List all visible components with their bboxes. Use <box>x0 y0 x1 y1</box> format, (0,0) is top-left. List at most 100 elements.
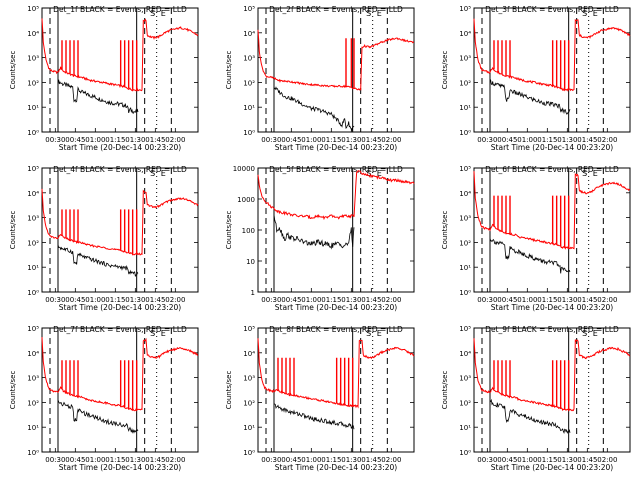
y-tick-label: 10⁴ <box>27 190 39 198</box>
y-tick-label: 10⁰ <box>459 289 471 297</box>
x-tick-label: 02:00 <box>165 456 185 464</box>
y-tick-label: 10⁵ <box>459 5 471 13</box>
x-axis-label: Start Time (20-Dec-14 00:23:20) <box>491 303 613 312</box>
x-tick-label: 00:30 <box>477 296 497 304</box>
x-axis-label: Start Time (20-Dec-14 00:23:20) <box>275 463 397 472</box>
x-tick-label: 01:00 <box>85 136 105 144</box>
plot-frame <box>257 7 415 133</box>
y-axis-label: Counts/sec <box>441 211 449 250</box>
x-tick-label: 01:00 <box>85 296 105 304</box>
x-axis-label: Start Time (20-Dec-14 00:23:20) <box>59 463 181 472</box>
x-tick-label: 01:30 <box>341 296 361 304</box>
x-tick-label: 00:45 <box>497 136 517 144</box>
panel-8: Det_8f BLACK = Events, RED = LLD 10⁰ 10¹ 10… <box>225 325 415 472</box>
x-tick-label: 00:45 <box>281 456 301 464</box>
x-tick-label: 01:30 <box>557 136 577 144</box>
x-tick-label: 01:45 <box>145 136 165 144</box>
panel-5: Det_5f BLACK = Events, RED = LLD 1 10 100 10… <box>225 165 415 312</box>
marker-label: E <box>161 169 166 178</box>
marker-label: E <box>593 329 598 338</box>
y-tick-label: 10¹ <box>243 104 255 112</box>
marker-label: S <box>366 9 371 18</box>
x-tick-label: 01:15 <box>105 296 125 304</box>
marker-label: S <box>366 169 371 178</box>
y-tick-label: 10³ <box>27 215 39 223</box>
y-tick-label: 10² <box>459 79 471 87</box>
y-tick-label: 10⁵ <box>27 165 39 173</box>
panel-3: Det_3f BLACK = Events, RED = LLD 10⁰ 10¹ 10… <box>441 5 631 152</box>
y-tick-label: 10¹ <box>243 424 255 432</box>
y-tick-label: 1000 <box>237 196 255 204</box>
y-tick-label: 10⁰ <box>243 129 255 137</box>
x-tick-label: 00:45 <box>65 136 85 144</box>
marker-label: E <box>593 169 598 178</box>
x-tick-label: 02:00 <box>597 296 617 304</box>
x-tick-label: 00:45 <box>497 296 517 304</box>
x-tick-label: 00:30 <box>261 296 281 304</box>
marker-label: S <box>582 329 587 338</box>
y-tick-label: 10⁵ <box>459 325 471 333</box>
panel-title: Det_3f BLACK = Events, RED = LLD <box>485 5 619 14</box>
x-tick-label: 01:30 <box>557 296 577 304</box>
series-events <box>57 79 139 114</box>
panel-title: Det_9f BLACK = Events, RED = LLD <box>485 325 619 334</box>
x-tick-label: 01:45 <box>145 456 165 464</box>
marker-label: E <box>161 329 166 338</box>
y-tick-label: 10⁰ <box>27 289 39 297</box>
x-tick-label: 01:00 <box>517 456 537 464</box>
y-axis-label: Counts/sec <box>225 371 233 410</box>
y-tick-label: 10⁵ <box>243 5 255 13</box>
x-tick-label: 00:45 <box>65 296 85 304</box>
x-tick-label: 00:45 <box>497 456 517 464</box>
x-tick-label: 01:45 <box>577 136 597 144</box>
series-lld <box>257 170 415 221</box>
y-tick-label: 10⁴ <box>27 350 39 358</box>
y-tick-label: 10⁰ <box>27 449 39 457</box>
x-tick-label: 00:30 <box>45 296 65 304</box>
x-tick-label: 02:00 <box>165 296 185 304</box>
y-tick-label: 10² <box>27 399 39 407</box>
y-tick-label: 10⁵ <box>27 325 39 333</box>
x-tick-label: 00:45 <box>281 296 301 304</box>
y-tick-label: 10⁰ <box>27 129 39 137</box>
panel-title: Det_6f BLACK = Events, RED = LLD <box>485 165 619 174</box>
marker-label: S <box>150 329 155 338</box>
y-tick-label: 10¹ <box>459 424 471 432</box>
marker-label: E <box>377 329 382 338</box>
x-tick-label: 01:00 <box>517 296 537 304</box>
x-tick-label: 01:00 <box>301 136 321 144</box>
panel-6: Det_6f BLACK = Events, RED = LLD 10⁰ 10¹ 10… <box>441 165 631 312</box>
x-tick-label: 00:30 <box>477 456 497 464</box>
y-axis-label: Counts/sec <box>225 51 233 90</box>
x-tick-label: 02:00 <box>165 136 185 144</box>
x-tick-label: 01:00 <box>301 456 321 464</box>
x-tick-label: 00:30 <box>45 136 65 144</box>
marker-label: S <box>150 9 155 18</box>
series-events <box>489 238 571 274</box>
y-tick-label: 10 <box>246 258 255 266</box>
y-tick-label: 10⁵ <box>27 5 39 13</box>
x-tick-label: 01:30 <box>341 456 361 464</box>
x-axis-label: Start Time (20-Dec-14 00:23:20) <box>59 143 181 152</box>
y-axis-label: Counts/sec <box>9 371 17 410</box>
x-axis-label: Start Time (20-Dec-14 00:23:20) <box>491 143 613 152</box>
x-tick-label: 01:00 <box>517 136 537 144</box>
y-tick-label: 10³ <box>459 375 471 383</box>
x-tick-label: 00:30 <box>261 456 281 464</box>
x-tick-label: 00:30 <box>261 136 281 144</box>
y-tick-label: 10⁴ <box>459 30 471 38</box>
y-tick-label: 10² <box>243 399 255 407</box>
y-tick-label: 10² <box>459 239 471 247</box>
panel-title: Det_5f BLACK = Events, RED = LLD <box>269 165 403 174</box>
x-tick-label: 01:30 <box>125 456 145 464</box>
x-tick-label: 00:45 <box>65 456 85 464</box>
y-tick-label: 10⁰ <box>243 449 255 457</box>
marker-label: E <box>377 169 382 178</box>
y-tick-label: 10⁴ <box>459 350 471 358</box>
x-tick-label: 02:00 <box>381 456 401 464</box>
y-axis-label: Counts/sec <box>441 51 449 90</box>
y-tick-label: 10¹ <box>27 424 39 432</box>
panel-title: Det_2f BLACK = Events, RED = LLD <box>269 5 403 14</box>
x-tick-label: 01:45 <box>361 456 381 464</box>
series-events <box>273 214 355 250</box>
